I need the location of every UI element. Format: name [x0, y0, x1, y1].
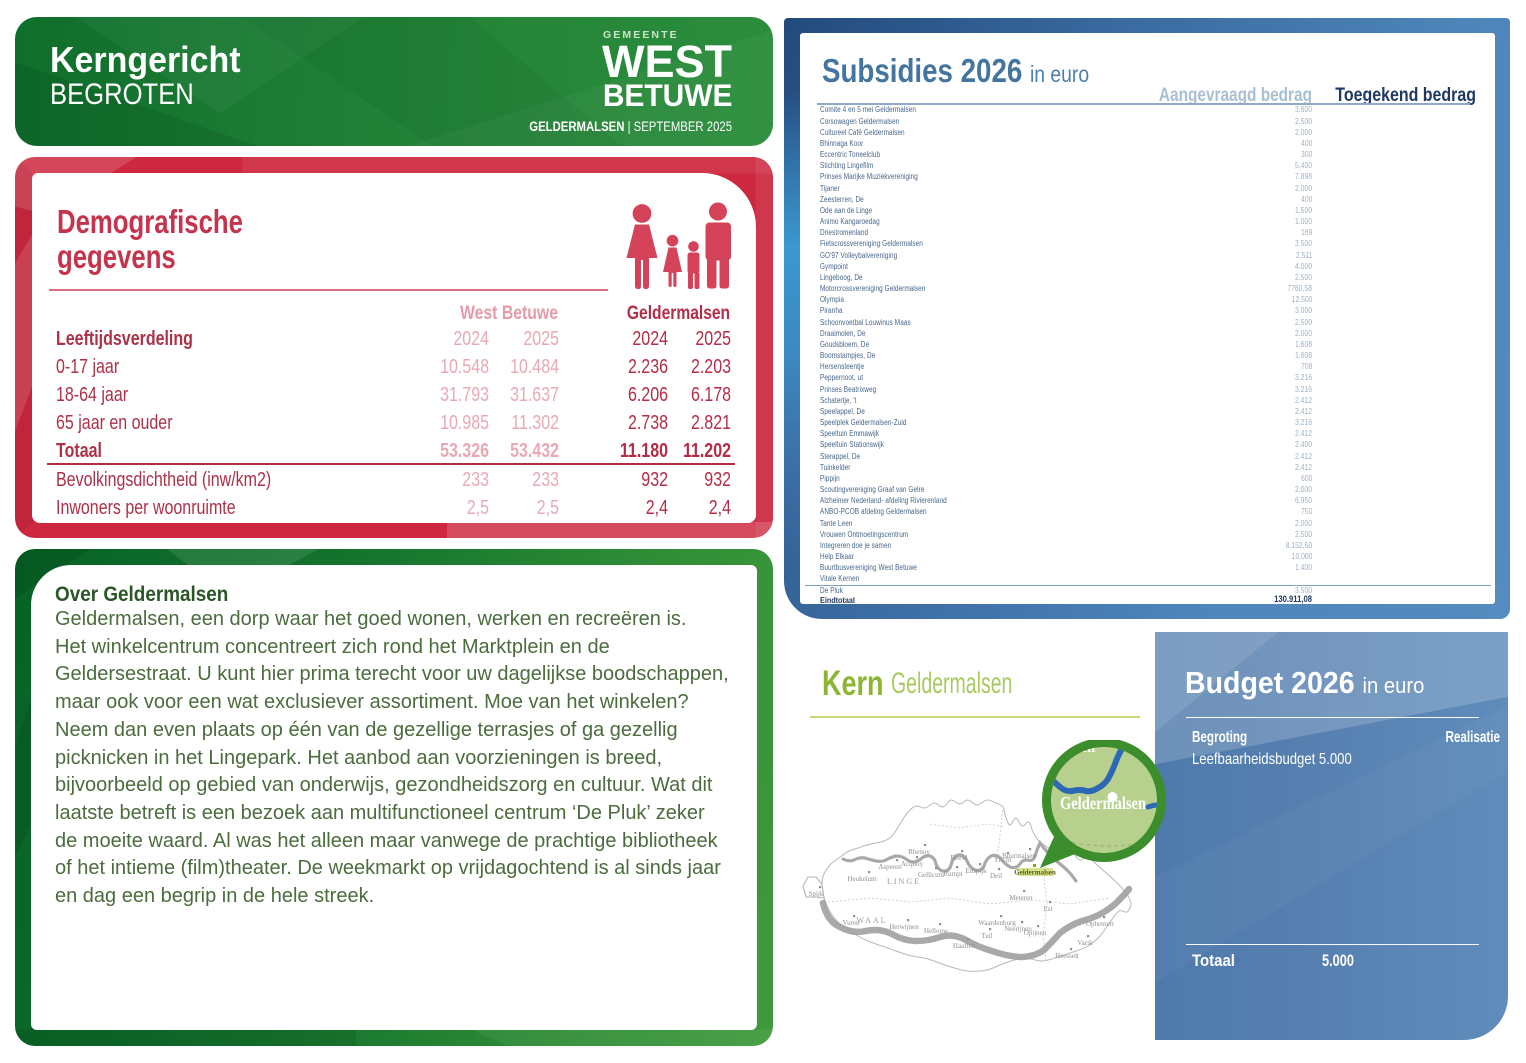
svg-text:Haaften: Haaften	[953, 942, 976, 950]
svg-text:Deil: Deil	[990, 872, 1002, 880]
svg-text:Acquoy: Acquoy	[901, 860, 924, 868]
svg-text:Spijk: Spijk	[809, 890, 824, 898]
svg-text:Est: Est	[1044, 905, 1053, 913]
svg-text:WAAL: WAAL	[856, 916, 887, 925]
svg-text:sen: sen	[1075, 740, 1095, 756]
svg-text:Herwijnen: Herwijnen	[889, 923, 919, 931]
svg-text:Waardenburg: Waardenburg	[978, 919, 1016, 927]
svg-text:Neerijnen: Neerijnen	[1004, 925, 1032, 933]
svg-text:Varik: Varik	[1077, 939, 1093, 947]
svg-text:Hellouw: Hellouw	[924, 927, 949, 935]
svg-text:Enspijk: Enspijk	[965, 867, 987, 875]
svg-text:Rhenoy: Rhenoy	[908, 848, 930, 856]
svg-text:Meteren: Meteren	[1009, 894, 1033, 902]
svg-text:Opijnen: Opijnen	[1024, 929, 1047, 937]
svg-text:Heukelum: Heukelum	[847, 875, 877, 883]
svg-text:Heesselt: Heesselt	[1055, 952, 1079, 960]
svg-text:Tricht: Tricht	[995, 856, 1012, 864]
svg-text:Asperen: Asperen	[878, 863, 902, 871]
svg-text:Beesd: Beesd	[950, 854, 968, 862]
svg-text:Geldermalsen: Geldermalsen	[1060, 793, 1146, 813]
svg-text:LINGE: LINGE	[887, 877, 921, 886]
svg-text:Ophemert: Ophemert	[1086, 920, 1114, 928]
svg-text:Gellicum: Gellicum	[918, 871, 945, 879]
svg-text:Vuren: Vuren	[842, 919, 860, 927]
svg-text:Geldermalsen: Geldermalsen	[1014, 869, 1056, 877]
svg-text:Rumpt: Rumpt	[943, 870, 962, 878]
svg-text:Tuil: Tuil	[981, 932, 992, 940]
svg-text:Buurmalsen: Buurmalsen	[1002, 852, 1036, 860]
